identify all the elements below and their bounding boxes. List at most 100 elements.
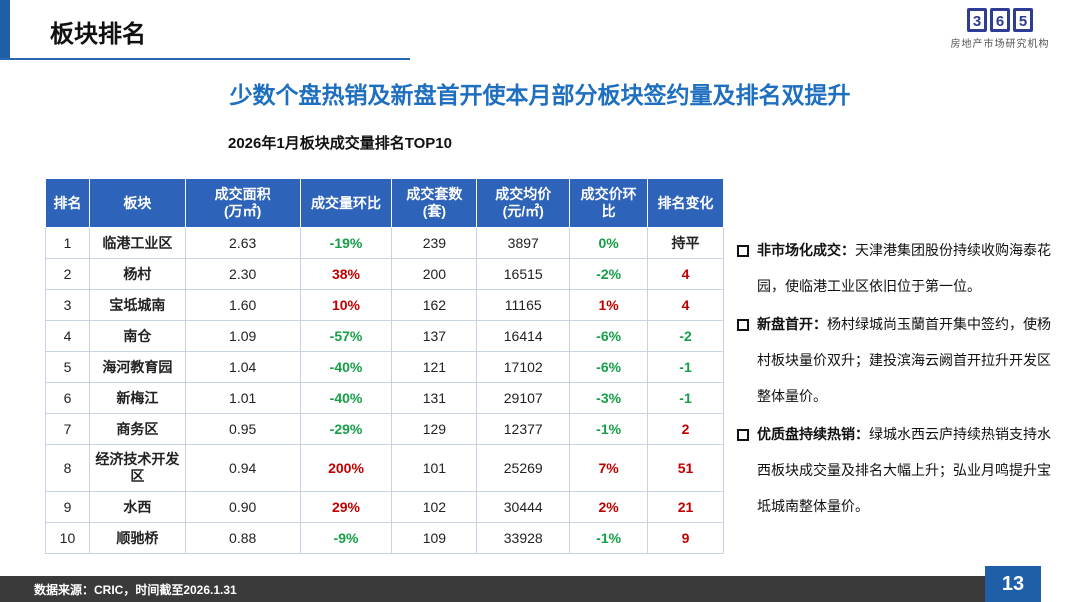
table-header-row: 排名 板块 成交面积 (万㎡) 成交量环比 成交套数 (套) 成交均价 (元/㎡) 成交价环比排名…	[45, 178, 724, 228]
cell-price-mom: -2%	[569, 258, 649, 290]
cell-rank-change: 4	[647, 289, 724, 321]
header-underline	[0, 58, 410, 60]
cell-units: 109	[391, 522, 478, 554]
table-row: 7 商务区 0.95 -29% 129 12377 -1% 2	[45, 413, 724, 445]
table-row: 10 顺驰桥 0.88 -9% 109 33928 -1% 9	[45, 522, 724, 554]
note-heading: 非市场化成交：	[757, 242, 855, 258]
cell-rank: 8	[45, 444, 90, 492]
cell-rank: 1	[45, 227, 90, 259]
cell-vol-mom: 200%	[299, 444, 393, 492]
bullet-square-icon	[737, 429, 749, 441]
column-header: 成交面积 (万㎡)	[184, 178, 301, 228]
column-header: 成交套数 (套)	[391, 178, 478, 228]
cell-rank-change: 2	[647, 413, 724, 445]
table-title: 2026年1月板块成交量排名TOP10	[228, 135, 452, 152]
notes-panel: 非市场化成交：天津港集团股份持续收购海泰花园，使临港工业区依旧位于第一位。 新盘首…	[737, 232, 1062, 526]
ranking-table: 排名 板块 成交面积 (万㎡) 成交量环比 成交套数 (套) 成交均价 (元/㎡) 成交价环比排名…	[45, 178, 724, 554]
cell-units: 129	[391, 413, 478, 445]
cell-units: 101	[391, 444, 478, 492]
slide-headline: 少数个盘热销及新盘首开使本月部分板块签约量及排名双提升	[229, 82, 851, 108]
cell-price: 3897	[476, 227, 571, 259]
note-heading: 新盘首开：	[757, 316, 827, 332]
cell-rank: 7	[45, 413, 90, 445]
note-heading: 优质盘持续热销：	[757, 426, 869, 442]
cell-price-mom: 2%	[569, 491, 649, 523]
note-body: 绿城水西云庐持续热销支持水西板块成交量及排名大幅上升；弘业月鸣提升宝坻城南整体量…	[757, 426, 1051, 514]
logo-digit: 3	[967, 8, 987, 32]
logo-digit: 5	[1013, 8, 1033, 32]
cell-price-mom: -6%	[569, 320, 649, 352]
cell-rank: 4	[45, 320, 90, 352]
cell-area: 0.94	[184, 444, 301, 492]
cell-price: 16515	[476, 258, 571, 290]
cell-price: 33928	[476, 522, 571, 554]
cell-vol-mom: -19%	[299, 227, 393, 259]
cell-block: 海河教育园	[88, 351, 186, 383]
cell-block: 顺驰桥	[88, 522, 186, 554]
cell-rank-change: 21	[647, 491, 724, 523]
column-header: 排名变化	[647, 178, 724, 228]
cell-rank: 2	[45, 258, 90, 290]
cell-vol-mom: 29%	[299, 491, 393, 523]
cell-vol-mom: -57%	[299, 320, 393, 352]
cell-vol-mom: -40%	[299, 382, 393, 414]
cell-vol-mom: -9%	[299, 522, 393, 554]
cell-price: 29107	[476, 382, 571, 414]
cell-block: 水西	[88, 491, 186, 523]
cell-rank-change: 4	[647, 258, 724, 290]
cell-units: 239	[391, 227, 478, 259]
cell-rank-change: -2	[647, 320, 724, 352]
note-item: 新盘首开：杨村绿城尚玉蘭首开集中签约，使杨村板块量价双升；建投滨海云阙首开拉升开…	[737, 306, 1062, 414]
cell-rank: 10	[45, 522, 90, 554]
cell-area: 2.30	[184, 258, 301, 290]
footer-bar: 数据来源：CRIC，时间截至2026.1.31	[0, 576, 985, 602]
cell-vol-mom: -29%	[299, 413, 393, 445]
table-row: 4 南仓 1.09 -57% 137 16414 -6% -2	[45, 320, 724, 352]
cell-price-mom: 7%	[569, 444, 649, 492]
cell-rank-change: 51	[647, 444, 724, 492]
cell-price-mom: -1%	[569, 413, 649, 445]
cell-rank-change: -1	[647, 351, 724, 383]
cell-area: 0.88	[184, 522, 301, 554]
cell-area: 1.09	[184, 320, 301, 352]
table-row: 5 海河教育园 1.04 -40% 121 17102 -6% -1	[45, 351, 724, 383]
cell-rank-change: -1	[647, 382, 724, 414]
table-row: 3 宝坻城南 1.60 10% 162 11165 1% 4	[45, 289, 724, 321]
cell-block: 南仓	[88, 320, 186, 352]
cell-price-mom: -6%	[569, 351, 649, 383]
cell-units: 131	[391, 382, 478, 414]
cell-units: 121	[391, 351, 478, 383]
bullet-square-icon	[737, 245, 749, 257]
cell-units: 137	[391, 320, 478, 352]
cell-units: 200	[391, 258, 478, 290]
cell-rank: 9	[45, 491, 90, 523]
cell-vol-mom: 10%	[299, 289, 393, 321]
cell-rank: 3	[45, 289, 90, 321]
cell-block: 新梅江	[88, 382, 186, 414]
cell-block: 杨村	[88, 258, 186, 290]
cell-price: 12377	[476, 413, 571, 445]
note-item: 非市场化成交：天津港集团股份持续收购海泰花园，使临港工业区依旧位于第一位。	[737, 232, 1062, 304]
cell-price: 17102	[476, 351, 571, 383]
cell-price: 16414	[476, 320, 571, 352]
bullet-square-icon	[737, 319, 749, 331]
table-row: 9 水西 0.90 29% 102 30444 2% 21	[45, 491, 724, 523]
column-header: 成交均价 (元/㎡)	[476, 178, 571, 228]
cell-price: 25269	[476, 444, 571, 492]
cell-block: 经济技术开发区	[88, 444, 186, 492]
page-title: 板块排名	[50, 21, 146, 48]
data-source: 数据来源：CRIC，时间截至2026.1.31	[34, 583, 237, 597]
cell-units: 102	[391, 491, 478, 523]
cell-price: 11165	[476, 289, 571, 321]
cell-rank-change: 持平	[647, 227, 724, 259]
table-body: 1 临港工业区 2.63 -19% 239 3897 0% 持平 2 杨村 2.30 38% 200 16…	[45, 227, 724, 554]
column-header: 成交量环比	[299, 178, 393, 228]
cell-block: 宝坻城南	[88, 289, 186, 321]
cell-rank-change: 9	[647, 522, 724, 554]
cell-vol-mom: 38%	[299, 258, 393, 290]
cell-rank: 6	[45, 382, 90, 414]
table-row: 8 经济技术开发区 0.94 200% 101 25269 7% 51	[45, 444, 724, 492]
cell-area: 1.04	[184, 351, 301, 383]
